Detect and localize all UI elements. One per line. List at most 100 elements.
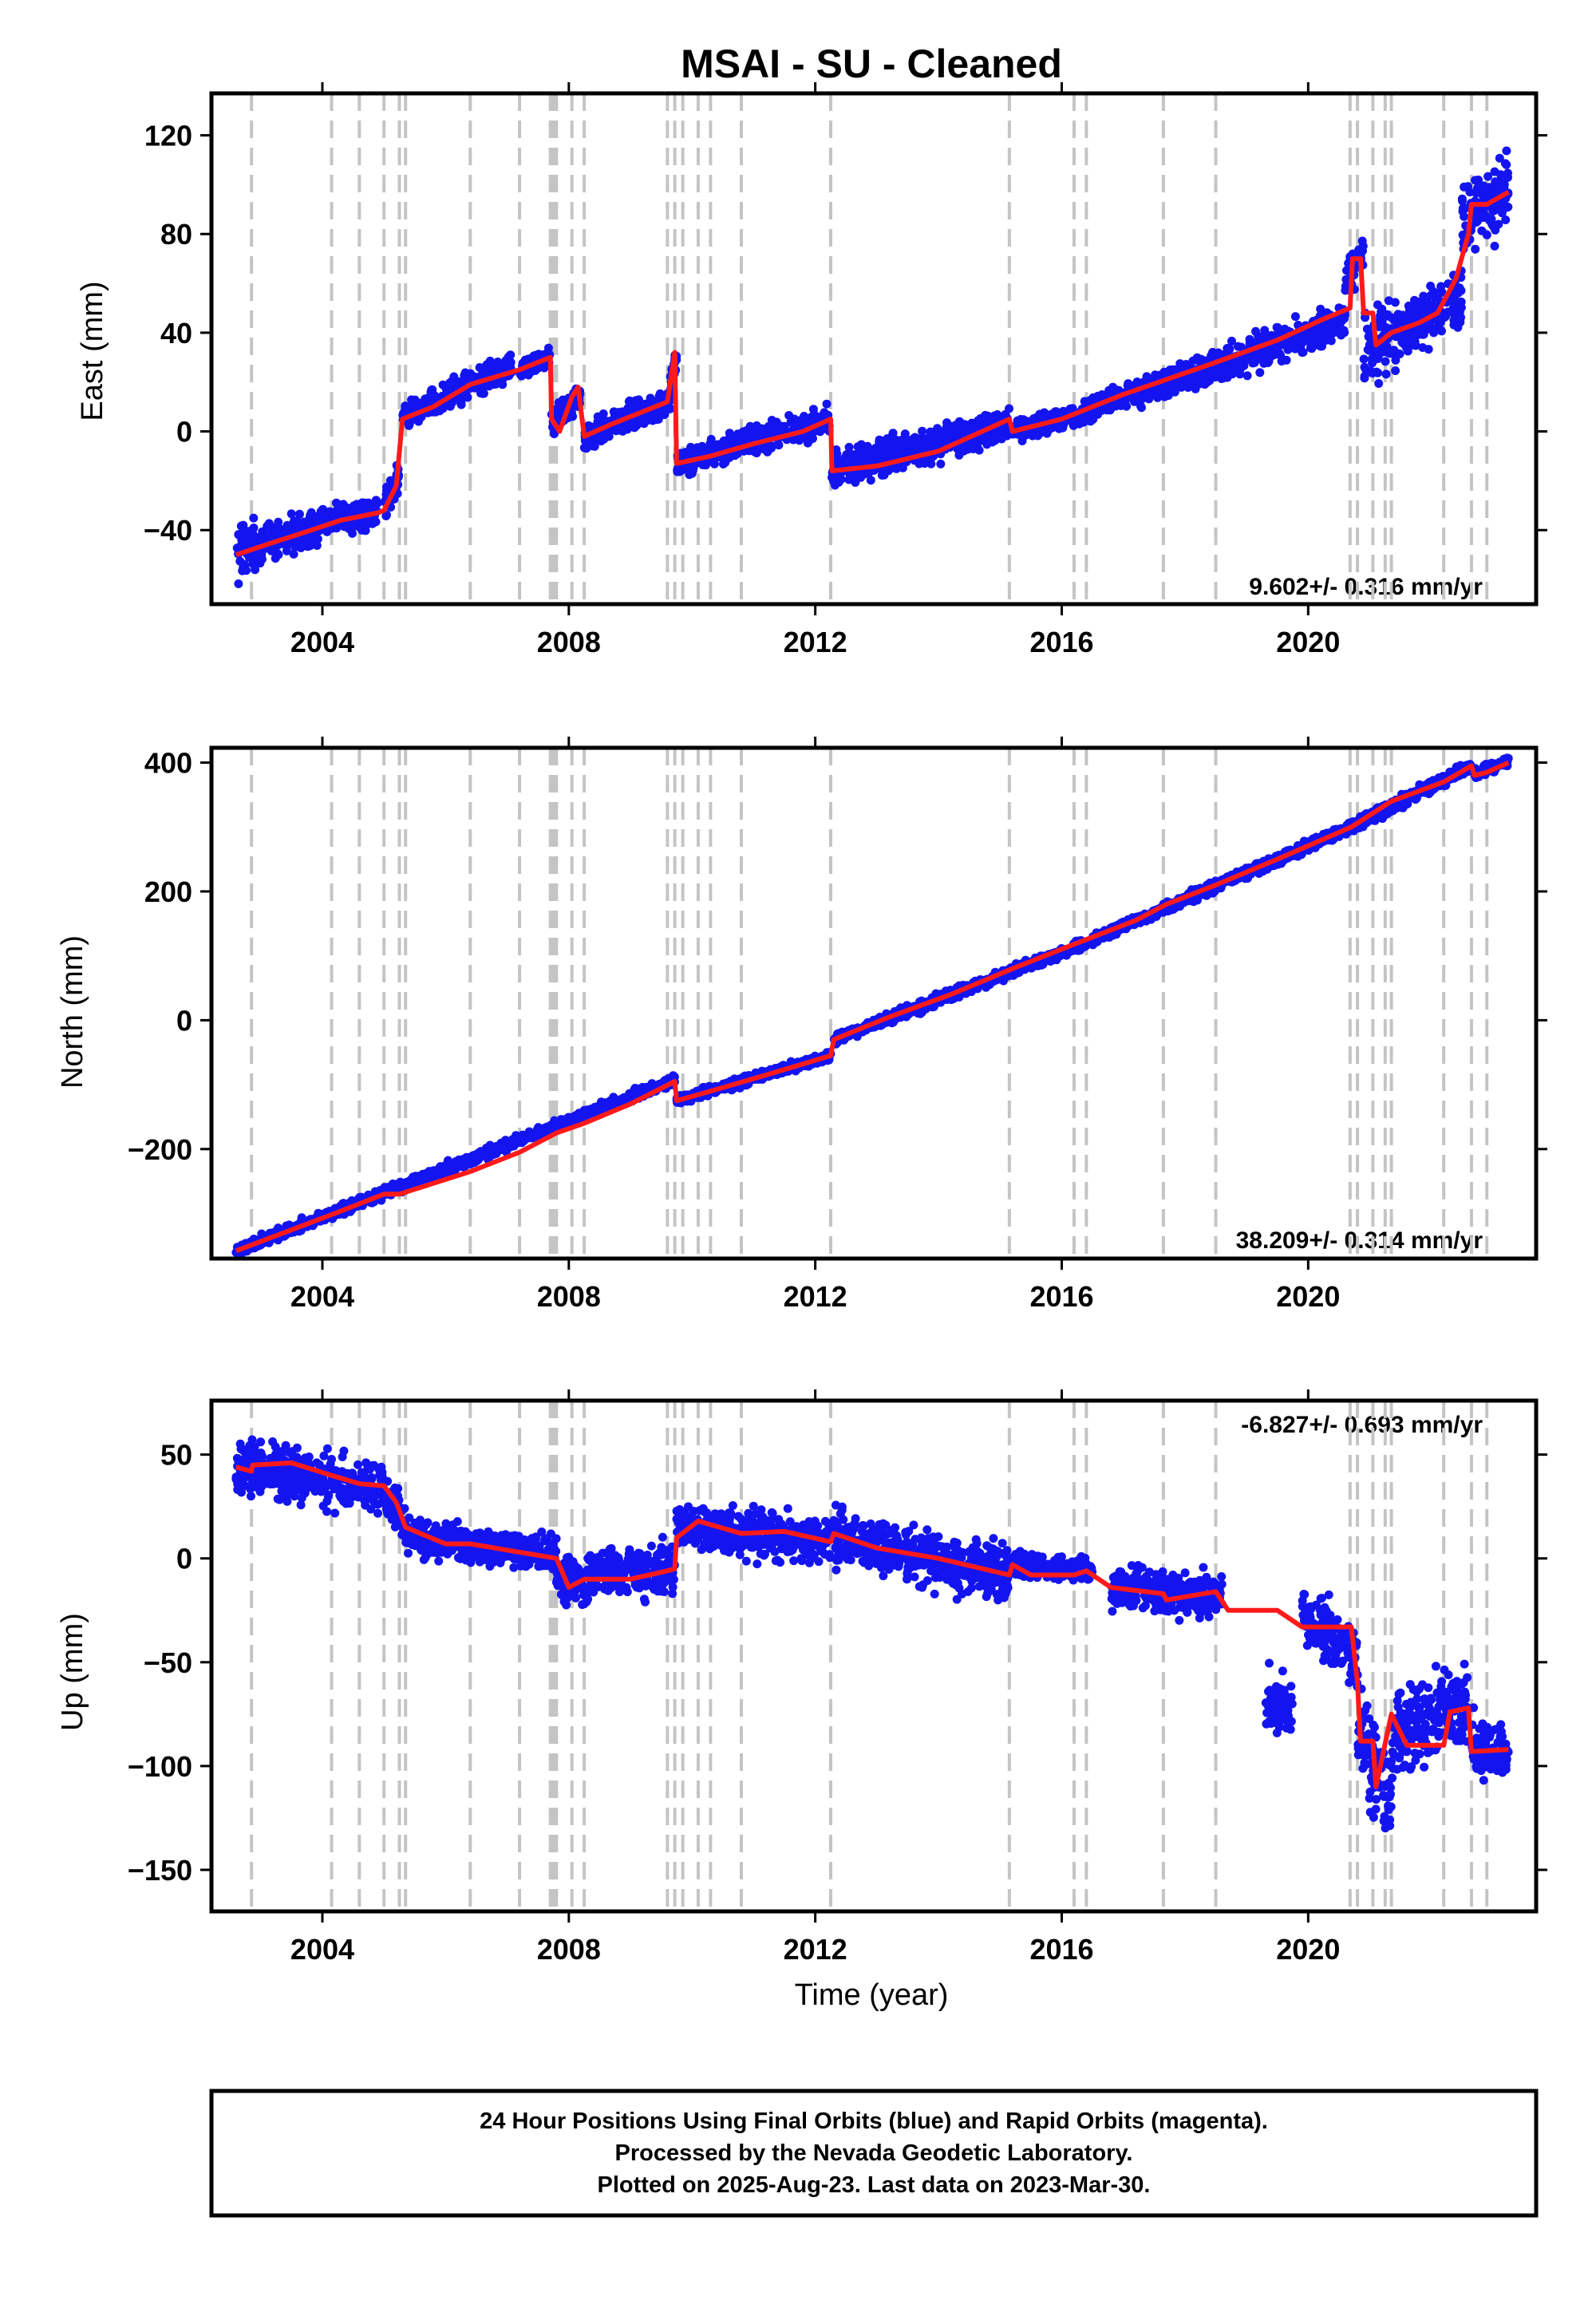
data-point [289,549,298,559]
data-point [643,416,652,425]
data-point [1183,382,1193,392]
data-point [257,555,267,564]
data-point [1373,368,1383,377]
data-point [902,437,911,446]
data-point [539,363,549,373]
data-point [1162,383,1171,393]
data-point [832,445,841,454]
data-point [1218,365,1227,374]
data-point [324,511,333,520]
data-point [303,539,313,548]
data-point [1255,350,1265,359]
data-point [836,470,844,480]
data-point [724,436,733,445]
data-point [385,476,395,485]
data-point [1496,170,1506,180]
data-point [851,478,860,487]
data-point [414,1172,424,1181]
data-point [426,393,435,403]
data-point [1290,312,1300,322]
data-point [969,445,978,453]
data-point [745,421,755,431]
data-point [725,453,734,462]
data-point [313,534,322,543]
data-point [1381,370,1391,379]
data-point [500,1142,510,1152]
data-point [1391,355,1400,365]
data-point [531,350,540,360]
data-point [1502,160,1511,169]
data-point [710,445,720,454]
data-point [860,469,870,478]
data-point [709,459,719,468]
data-point [689,449,698,458]
data-point [784,411,794,420]
data-point [830,480,839,490]
x-tick-label: 2008 [537,626,601,658]
data-point [1207,368,1216,377]
data-point [239,524,249,534]
data-point [999,426,1009,435]
data-point [1477,226,1487,235]
data-point [312,541,322,550]
data-point [478,366,488,375]
data-point [1132,378,1142,388]
data-point [593,412,602,421]
data-point [687,468,697,478]
data-point [234,579,243,588]
data-point [1495,204,1504,214]
data-point [1395,350,1404,358]
data-point [1333,328,1343,337]
data-point [655,389,665,398]
data-point [1089,410,1099,420]
data-point [974,436,984,445]
data-point [1409,333,1418,342]
data-point [1458,207,1468,216]
data-point [654,414,663,424]
data-point [426,387,436,397]
data-point [1225,363,1235,373]
data-point [981,410,990,420]
data-point [767,416,776,425]
north-rate-label: 38.209+/- 0.314 mm/yr [1236,1227,1483,1254]
data-point [1399,339,1408,348]
data-point [1483,172,1493,181]
data-point [249,513,259,523]
plot-area [232,93,1513,604]
data-point [1200,380,1210,389]
data-point [1491,225,1500,235]
data-point [822,399,832,409]
data-point [358,498,367,508]
data-point [733,435,742,445]
data-points [232,146,1513,588]
data-point [888,441,898,451]
data-point [274,517,283,527]
data-point [1471,244,1480,254]
data-point [626,418,635,428]
data-point [484,367,494,377]
data-point [596,437,606,446]
data-points [231,753,1513,1259]
data-point [1248,352,1258,362]
data-point [898,463,907,472]
data-point [1122,401,1132,411]
data-point [1033,431,1042,441]
data-point [1404,301,1413,310]
data-point [463,1157,472,1167]
data-point [550,1116,559,1125]
x-tick-label: 2004 [290,626,354,658]
data-point [1273,322,1282,332]
data-point [232,543,242,553]
data-point [1237,342,1246,352]
data-point [282,524,291,533]
data-point [866,476,875,485]
data-point [918,426,927,436]
data-point [240,559,249,569]
data-point [1291,341,1301,350]
data-point [937,432,946,441]
data-point [1089,393,1099,403]
data-point [718,460,728,468]
data-point [1495,180,1505,190]
data-point [271,554,280,563]
